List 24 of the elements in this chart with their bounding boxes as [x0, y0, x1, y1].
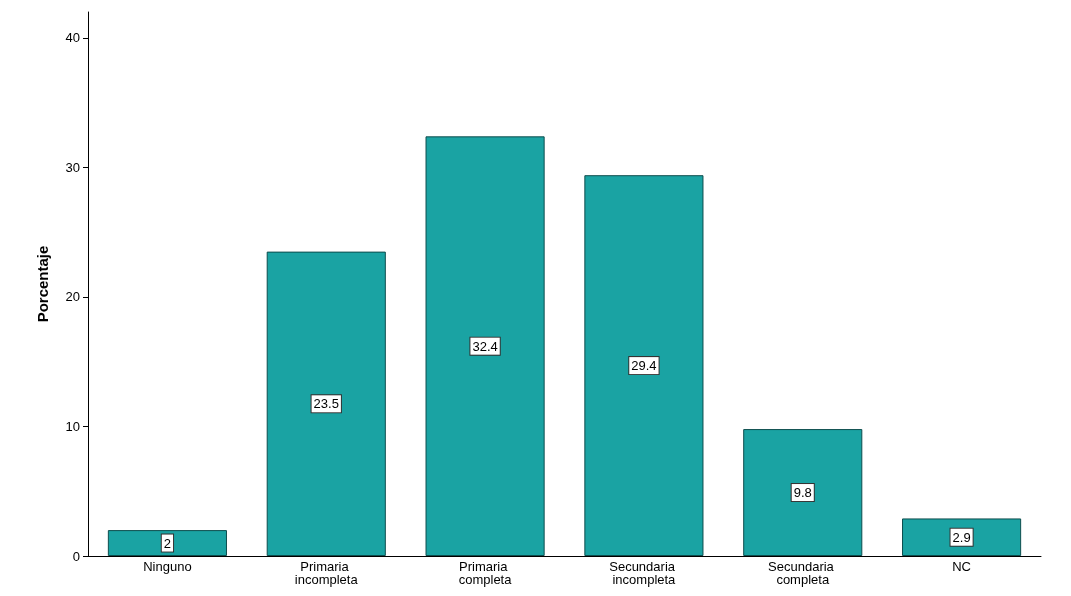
y-axis-title: Porcentaje	[34, 245, 51, 323]
data-label: 2	[163, 535, 172, 551]
y-tick-label: 10	[65, 418, 80, 434]
bar	[266, 251, 386, 556]
x-tick-label: Secundaria incompleta	[609, 559, 679, 587]
x-tick-label: NC	[952, 559, 971, 574]
x-tick-label: Primaria incompleta	[294, 559, 359, 587]
bar	[584, 175, 704, 556]
data-label: 2.9	[952, 529, 971, 545]
x-tick-label: Secundaria completa	[768, 559, 838, 587]
bar	[425, 136, 545, 556]
x-tick-label: Primaria completa	[458, 559, 513, 587]
x-tick-label: Ninguno	[143, 559, 192, 574]
y-tick-label: 20	[65, 289, 80, 305]
data-label: 9.8	[793, 485, 812, 501]
bar	[107, 530, 227, 556]
y-tick-label: 0	[72, 548, 80, 564]
data-label: 23.5	[313, 396, 339, 412]
data-label: 29.4	[631, 358, 657, 374]
bar	[743, 429, 863, 556]
y-tick-label: 30	[65, 159, 80, 175]
y-tick-label: 40	[65, 30, 80, 46]
data-label: 32.4	[472, 338, 498, 354]
bar	[902, 518, 1022, 556]
